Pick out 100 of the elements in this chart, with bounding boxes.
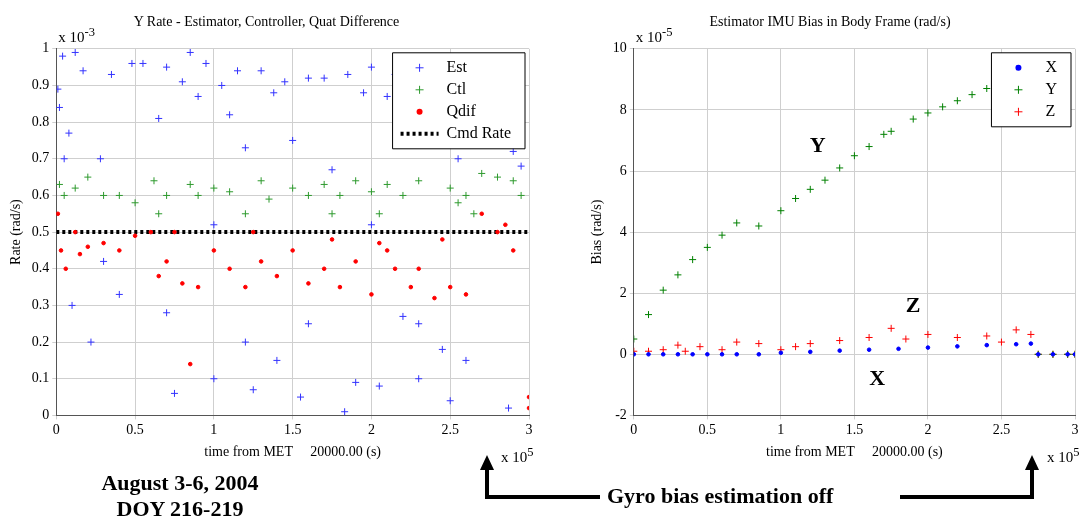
- y-tick-label: 0.5: [31, 223, 50, 239]
- x-tick-label: 2: [367, 422, 375, 438]
- y-tick-label: 8: [619, 101, 627, 117]
- point: [982, 331, 991, 340]
- point: [414, 374, 423, 383]
- point: [509, 176, 518, 185]
- point: [328, 165, 337, 174]
- point: [806, 185, 815, 194]
- point: [938, 102, 947, 111]
- point: [383, 180, 392, 189]
- point: [953, 96, 962, 105]
- point: [367, 187, 376, 196]
- x-tick-label: 0: [52, 422, 60, 438]
- point: [201, 59, 210, 68]
- point: [477, 169, 486, 178]
- point: [209, 184, 218, 193]
- point: [71, 184, 80, 193]
- x-axis-title: time from MET 20000.00 (s): [204, 444, 382, 461]
- y-tick-label: 0: [42, 407, 50, 423]
- point: [115, 191, 124, 200]
- point: [68, 301, 77, 310]
- point: [887, 127, 896, 136]
- point: [865, 333, 874, 342]
- point: [865, 142, 874, 151]
- point: [320, 74, 329, 83]
- y-tick-label: 10: [612, 40, 627, 56]
- point: [454, 154, 463, 163]
- point: [791, 194, 800, 203]
- point: [469, 209, 478, 218]
- text: x 10$^{5}$: [1047, 445, 1080, 467]
- point: [280, 77, 289, 86]
- point: [328, 209, 337, 218]
- legend-label: Y: [1045, 80, 1058, 97]
- point: [272, 356, 281, 365]
- point: [901, 335, 910, 344]
- y-tick-label: 0.3: [31, 297, 50, 313]
- point: [162, 191, 171, 200]
- point: [953, 333, 962, 342]
- point: [438, 345, 447, 354]
- y-tick-label: -2: [615, 407, 627, 423]
- point: [304, 319, 313, 328]
- x-tick-label: 0.5: [698, 422, 717, 438]
- point: [131, 198, 140, 207]
- point: [99, 257, 108, 266]
- point: [776, 206, 785, 215]
- point: [288, 184, 297, 193]
- point: [56, 180, 64, 189]
- point: [688, 255, 697, 264]
- point: [461, 191, 470, 200]
- point: [673, 341, 682, 350]
- y-tick-label: 0.9: [31, 77, 50, 93]
- chart-title: Y Rate - Estimator, Controller, Quat Difference: [133, 14, 400, 30]
- text: August 3-6, 2004: [100, 470, 260, 496]
- point: [375, 209, 384, 218]
- point: [754, 339, 763, 348]
- legend-label: Cmd Rate: [446, 124, 511, 141]
- annotation: Y: [809, 131, 826, 157]
- point: [71, 48, 80, 57]
- point: [923, 108, 932, 117]
- point: [414, 176, 423, 185]
- point: [58, 52, 67, 61]
- x-tick-label: 0: [630, 422, 638, 438]
- point: [154, 209, 163, 218]
- text: x 10$^{-3}$: [58, 24, 95, 46]
- point: [718, 345, 727, 354]
- point: [398, 312, 407, 321]
- y-tick-label: 0.4: [31, 260, 50, 276]
- y-tick-label: 1: [42, 40, 50, 56]
- point: [446, 184, 455, 193]
- point: [461, 356, 470, 365]
- x-tick-label: 2.5: [441, 422, 459, 438]
- point: [887, 324, 896, 333]
- text: x 10$^{-5}$: [635, 24, 673, 46]
- point: [241, 338, 250, 347]
- point: [56, 103, 64, 112]
- legend-label: Qdif: [446, 102, 477, 119]
- point: [997, 338, 1006, 347]
- x-tick-label: 3: [1071, 422, 1079, 438]
- y-axis-title: Bias (rad/s): [589, 199, 606, 265]
- point: [186, 48, 195, 57]
- point: [454, 198, 463, 207]
- point: [149, 176, 158, 185]
- point: [718, 231, 727, 240]
- x-tick-label: 1.5: [845, 422, 864, 438]
- point: [754, 221, 763, 230]
- point: [644, 310, 653, 319]
- point: [225, 187, 234, 196]
- point: [359, 88, 368, 97]
- point: [249, 385, 258, 394]
- point: [806, 339, 815, 348]
- point: [343, 70, 352, 79]
- point: [835, 163, 844, 172]
- point: [351, 176, 360, 185]
- point: [968, 90, 977, 99]
- x-tick-label: 1: [777, 422, 785, 438]
- point: [398, 191, 407, 200]
- point: [414, 319, 423, 328]
- point: [233, 66, 242, 75]
- text: DOY 216-219: [115, 496, 245, 519]
- y-tick-label: 0.8: [31, 113, 50, 129]
